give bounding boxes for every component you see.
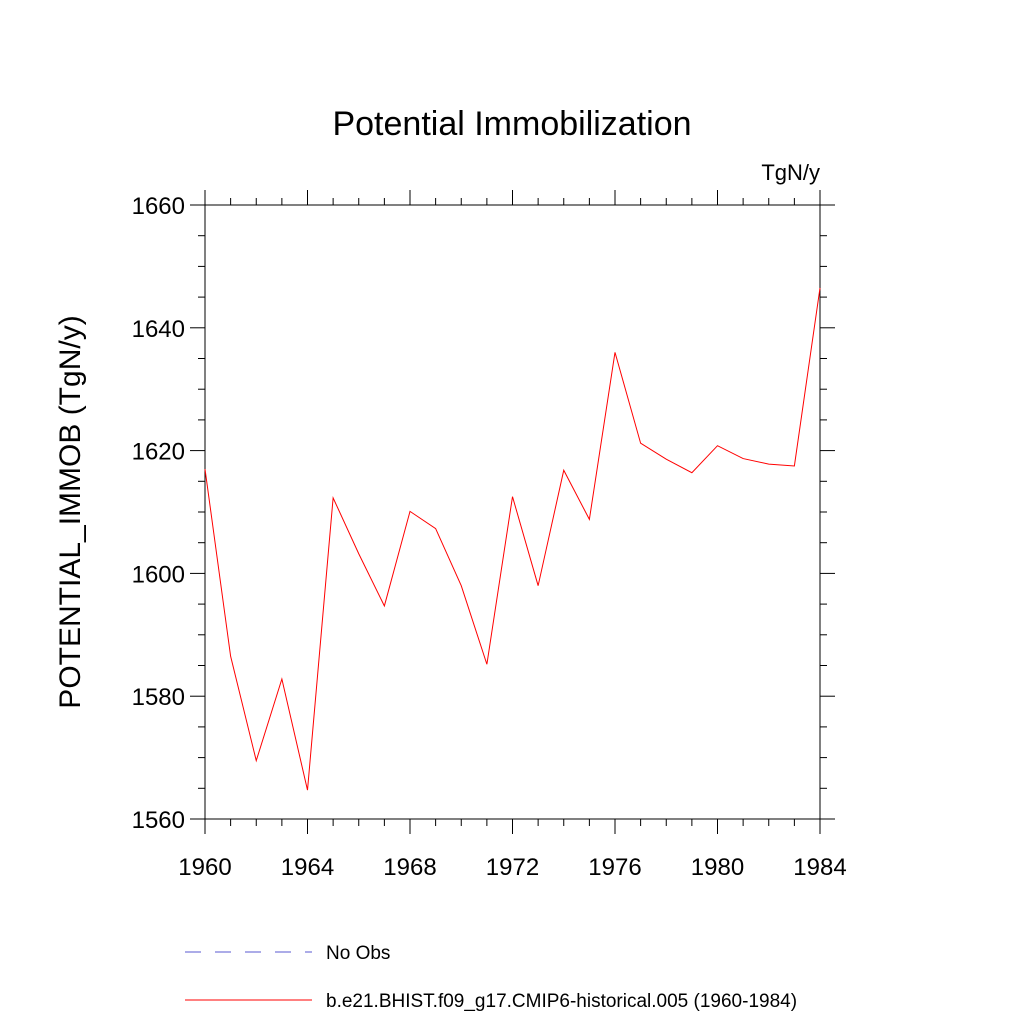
x-tick-label: 1980 <box>691 854 744 881</box>
series-lines <box>204 287 821 791</box>
y-tick-label: 1600 <box>132 561 185 588</box>
units-label: TgN/y <box>761 160 820 185</box>
x-tick-label: 1984 <box>793 854 846 881</box>
y-tick-label: 1580 <box>132 684 185 711</box>
y-tick-label: 1560 <box>132 807 185 834</box>
tick-labels: 1960 1964 1968 1972 1976 1980 1984 1560 1580 1600… <box>132 193 847 881</box>
legend-label: b.e21.BHIST.f09_g17.CMIP6-historical.005… <box>326 991 797 1012</box>
axis-ticks <box>190 190 835 834</box>
x-tick-label: 1968 <box>383 854 436 881</box>
x-tick-label: 1976 <box>588 854 641 881</box>
plot-frame <box>204 204 821 820</box>
legend: No Obs b.e21.BHIST.f09_g17.CMIP6-historic… <box>185 943 797 1012</box>
y-tick-label: 1620 <box>132 439 185 466</box>
x-tick-label: 1960 <box>178 854 231 881</box>
series-line <box>204 287 821 791</box>
y-tick-label: 1640 <box>132 316 185 343</box>
y-axis-label: POTENTIAL_IMMOB (TgN/y) <box>54 315 87 708</box>
x-tick-label: 1964 <box>281 854 334 881</box>
x-tick-label: 1972 <box>486 854 539 881</box>
chart-title: Potential Immobilization <box>332 105 691 143</box>
legend-label: No Obs <box>326 943 390 964</box>
y-tick-label: 1660 <box>132 193 185 220</box>
